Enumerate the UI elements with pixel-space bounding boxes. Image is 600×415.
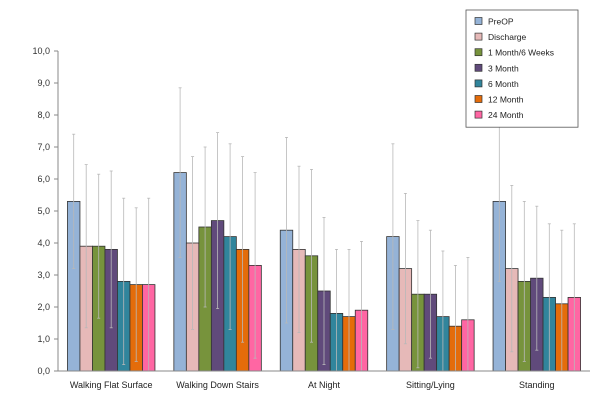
legend-swatch [474,17,483,25]
x-axis: Walking Flat Surface Walking Down Stairs A… [58,370,590,390]
y-tick-label: 3,0 [37,270,50,280]
y-tick-label: 4,0 [37,238,50,248]
legend-label: 3 Month [488,63,519,73]
legend-label: 1 Month/6 Weeks [488,48,554,58]
x-category-label: Walking Flat Surface [70,380,153,390]
y-tick-label: 0,0 [37,366,50,376]
legend-swatch [474,79,483,88]
legend-swatch [474,48,483,57]
x-category-label: Walking Down Stairs [176,380,259,390]
y-tick-label: 1,0 [37,334,50,344]
y-tick-label: 2,0 [37,302,50,312]
legend-label: 24 Month [488,110,524,120]
legend-label: Discharge [488,32,527,42]
legend: PreOP Discharge 1 Month/6 Weeks 3 Month 6 Mo… [465,9,579,128]
legend-box [465,9,579,128]
y-tick-label: 5,0 [37,206,50,216]
legend-swatch [474,32,483,41]
legend-label: 6 Month [488,79,519,89]
legend-label: PreOP [488,17,514,27]
x-category-label: At Night [308,380,341,390]
y-tick-label: 9,0 [37,78,50,88]
y-axis: 0,0 1,0 2,0 3,0 4,0 5,0 6,0 7,0 8,0 9,0 10,0 [32,46,59,376]
x-category-label: Sitting/Lying [406,380,455,390]
legend-label: 12 Month [488,95,524,105]
y-tick-label: 7,0 [37,142,50,152]
y-tick-label: 6,0 [37,174,50,184]
y-tick-label: 10,0 [32,46,50,56]
legend-swatch [474,63,483,72]
legend-swatch [474,110,483,119]
x-category-label: Standing [519,380,555,390]
y-tick-label: 8,0 [37,110,50,120]
legend-swatch [474,95,483,103]
